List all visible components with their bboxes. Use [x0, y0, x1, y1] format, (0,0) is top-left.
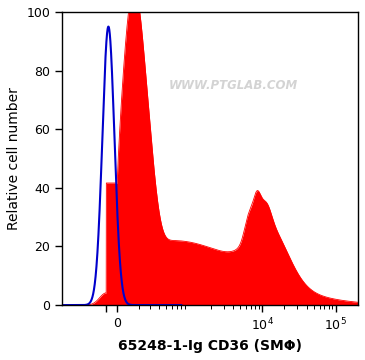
X-axis label: 65248-1-Ig CD36 (SMΦ): 65248-1-Ig CD36 (SMΦ): [118, 339, 302, 353]
Text: WWW.PTGLAB.COM: WWW.PTGLAB.COM: [169, 79, 299, 92]
Y-axis label: Relative cell number: Relative cell number: [7, 87, 21, 230]
